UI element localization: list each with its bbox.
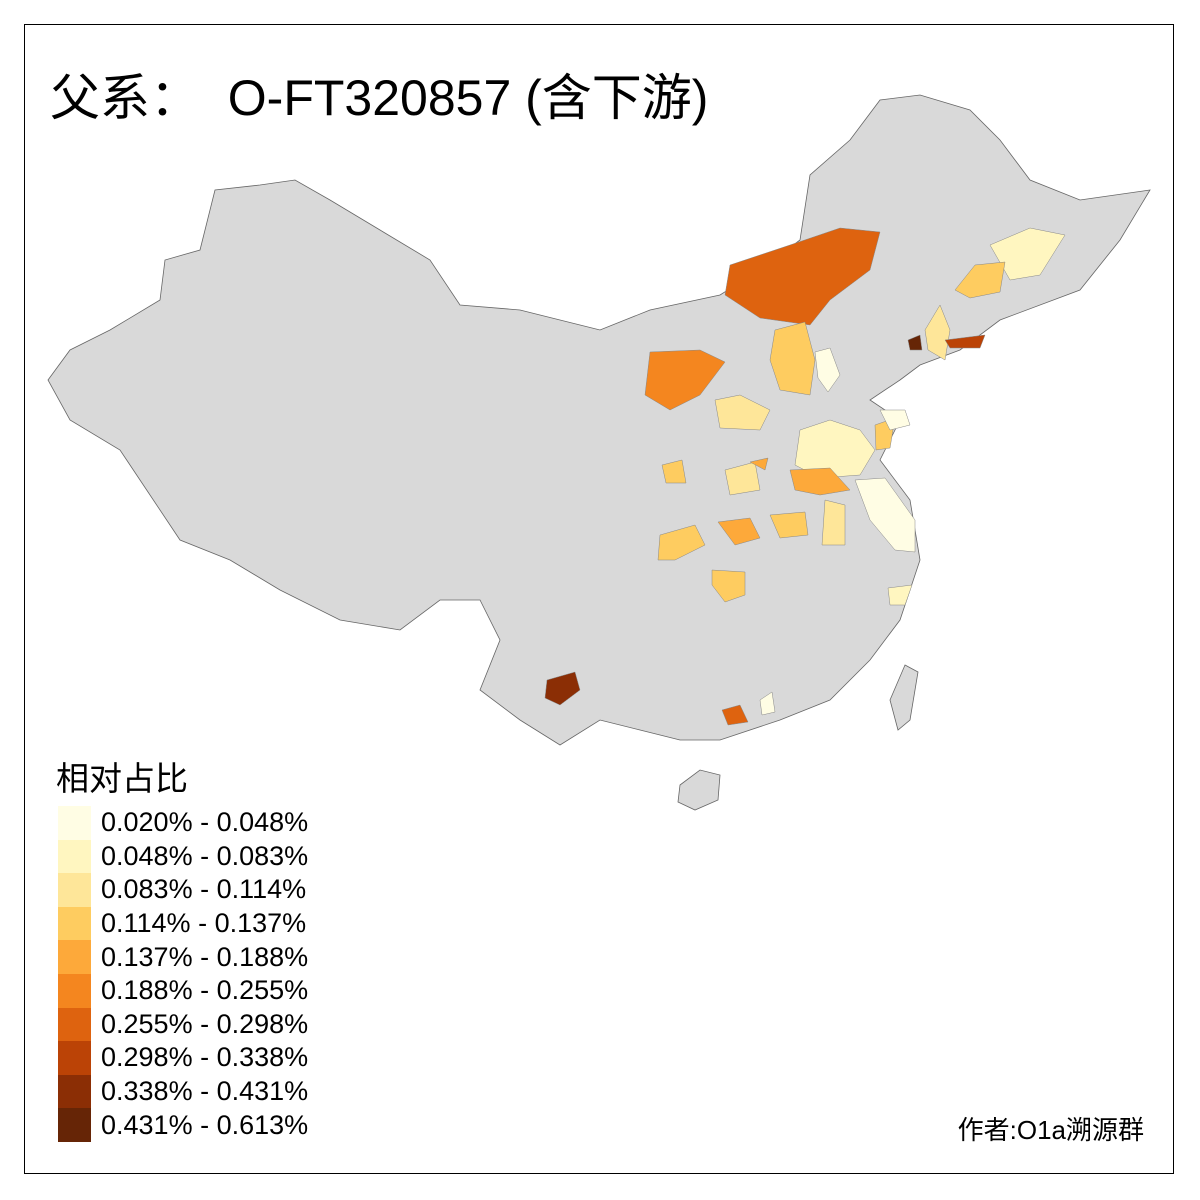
legend-label: 0.020% - 0.048% xyxy=(101,807,309,838)
region-hebei-north xyxy=(769,321,816,396)
legend-item: 0.048% - 0.083% xyxy=(58,839,309,874)
legend-label: 0.298% - 0.338% xyxy=(101,1042,309,1073)
region-hunan xyxy=(711,569,746,603)
legend-label: 0.338% - 0.431% xyxy=(101,1076,309,1107)
region-henan-b xyxy=(749,457,769,471)
region-qingdao xyxy=(879,409,911,431)
region-shanxi xyxy=(714,394,771,431)
region-anhui xyxy=(821,499,846,546)
region-henan-a xyxy=(724,461,761,496)
legend-swatch xyxy=(58,906,91,941)
legend-item: 0.083% - 0.114% xyxy=(58,873,308,907)
map-frame xyxy=(24,24,1174,1174)
legend-swatch xyxy=(58,1108,91,1142)
china-mainland xyxy=(47,94,1151,746)
taiwan-island xyxy=(889,664,919,731)
region-shaanxi-north xyxy=(661,459,687,484)
region-zhejiang xyxy=(887,584,913,606)
region-ningxia-inner-mongolia-west xyxy=(644,349,726,411)
legend-swatch xyxy=(58,839,91,874)
legend-swatch xyxy=(58,806,91,840)
legend-swatch xyxy=(58,1007,91,1042)
legend-label: 0.255% - 0.298% xyxy=(101,1008,309,1039)
region-hubei-west xyxy=(717,517,761,546)
legend-item: 0.431% - 0.613% xyxy=(58,1108,308,1142)
region-jilin xyxy=(954,261,1006,299)
region-hubei-east xyxy=(769,511,809,539)
legend-label: 0.114% - 0.137% xyxy=(101,908,307,939)
region-shandong xyxy=(794,419,876,479)
legend-label: 0.083% - 0.114% xyxy=(101,874,307,905)
region-guangdong xyxy=(759,691,776,716)
legend-label: 0.431% - 0.613% xyxy=(101,1109,309,1140)
legend-item: 0.255% - 0.298% xyxy=(58,1007,309,1042)
region-inner-mongolia xyxy=(724,227,881,326)
region-jiangsu xyxy=(854,477,916,553)
legend-item: 0.137% - 0.188% xyxy=(58,940,308,974)
legend-label: 0.137% - 0.188% xyxy=(101,941,309,972)
legend-swatch xyxy=(58,973,91,1008)
legend-item: 0.114% - 0.137% xyxy=(58,906,308,941)
legend: 0.020% - 0.048% 0.048% - 0.083% 0.083% -… xyxy=(58,806,308,1142)
region-xuzhou xyxy=(789,467,851,496)
legend-label: 0.188% - 0.255% xyxy=(101,975,309,1006)
region-chongqing xyxy=(657,524,706,561)
legend-swatch xyxy=(58,873,91,907)
region-liaoning-west xyxy=(924,304,951,361)
legend-title: 相对占比 xyxy=(56,759,188,798)
legend-item: 0.188% - 0.255% xyxy=(58,973,309,1008)
legend-item: 0.298% - 0.338% xyxy=(58,1041,308,1075)
region-heilongjiang xyxy=(989,227,1066,281)
author-credit: 作者:O1a溯源群 xyxy=(957,1115,1144,1145)
legend-swatch xyxy=(58,1074,91,1109)
region-guangxi xyxy=(721,704,749,726)
region-dandong xyxy=(944,334,986,349)
hainan-island xyxy=(677,769,721,811)
legend-swatch xyxy=(58,940,91,974)
legend-label: 0.048% - 0.083% xyxy=(101,840,309,871)
region-yunnan xyxy=(544,671,581,706)
legend-item: 0.338% - 0.431% xyxy=(58,1074,309,1109)
page-title: 父系： O-FT320857 (含下游) xyxy=(50,70,709,126)
region-dalian xyxy=(907,334,923,351)
region-beijing xyxy=(814,347,841,393)
legend-swatch xyxy=(58,1041,91,1075)
legend-item: 0.020% - 0.048% xyxy=(58,806,308,840)
